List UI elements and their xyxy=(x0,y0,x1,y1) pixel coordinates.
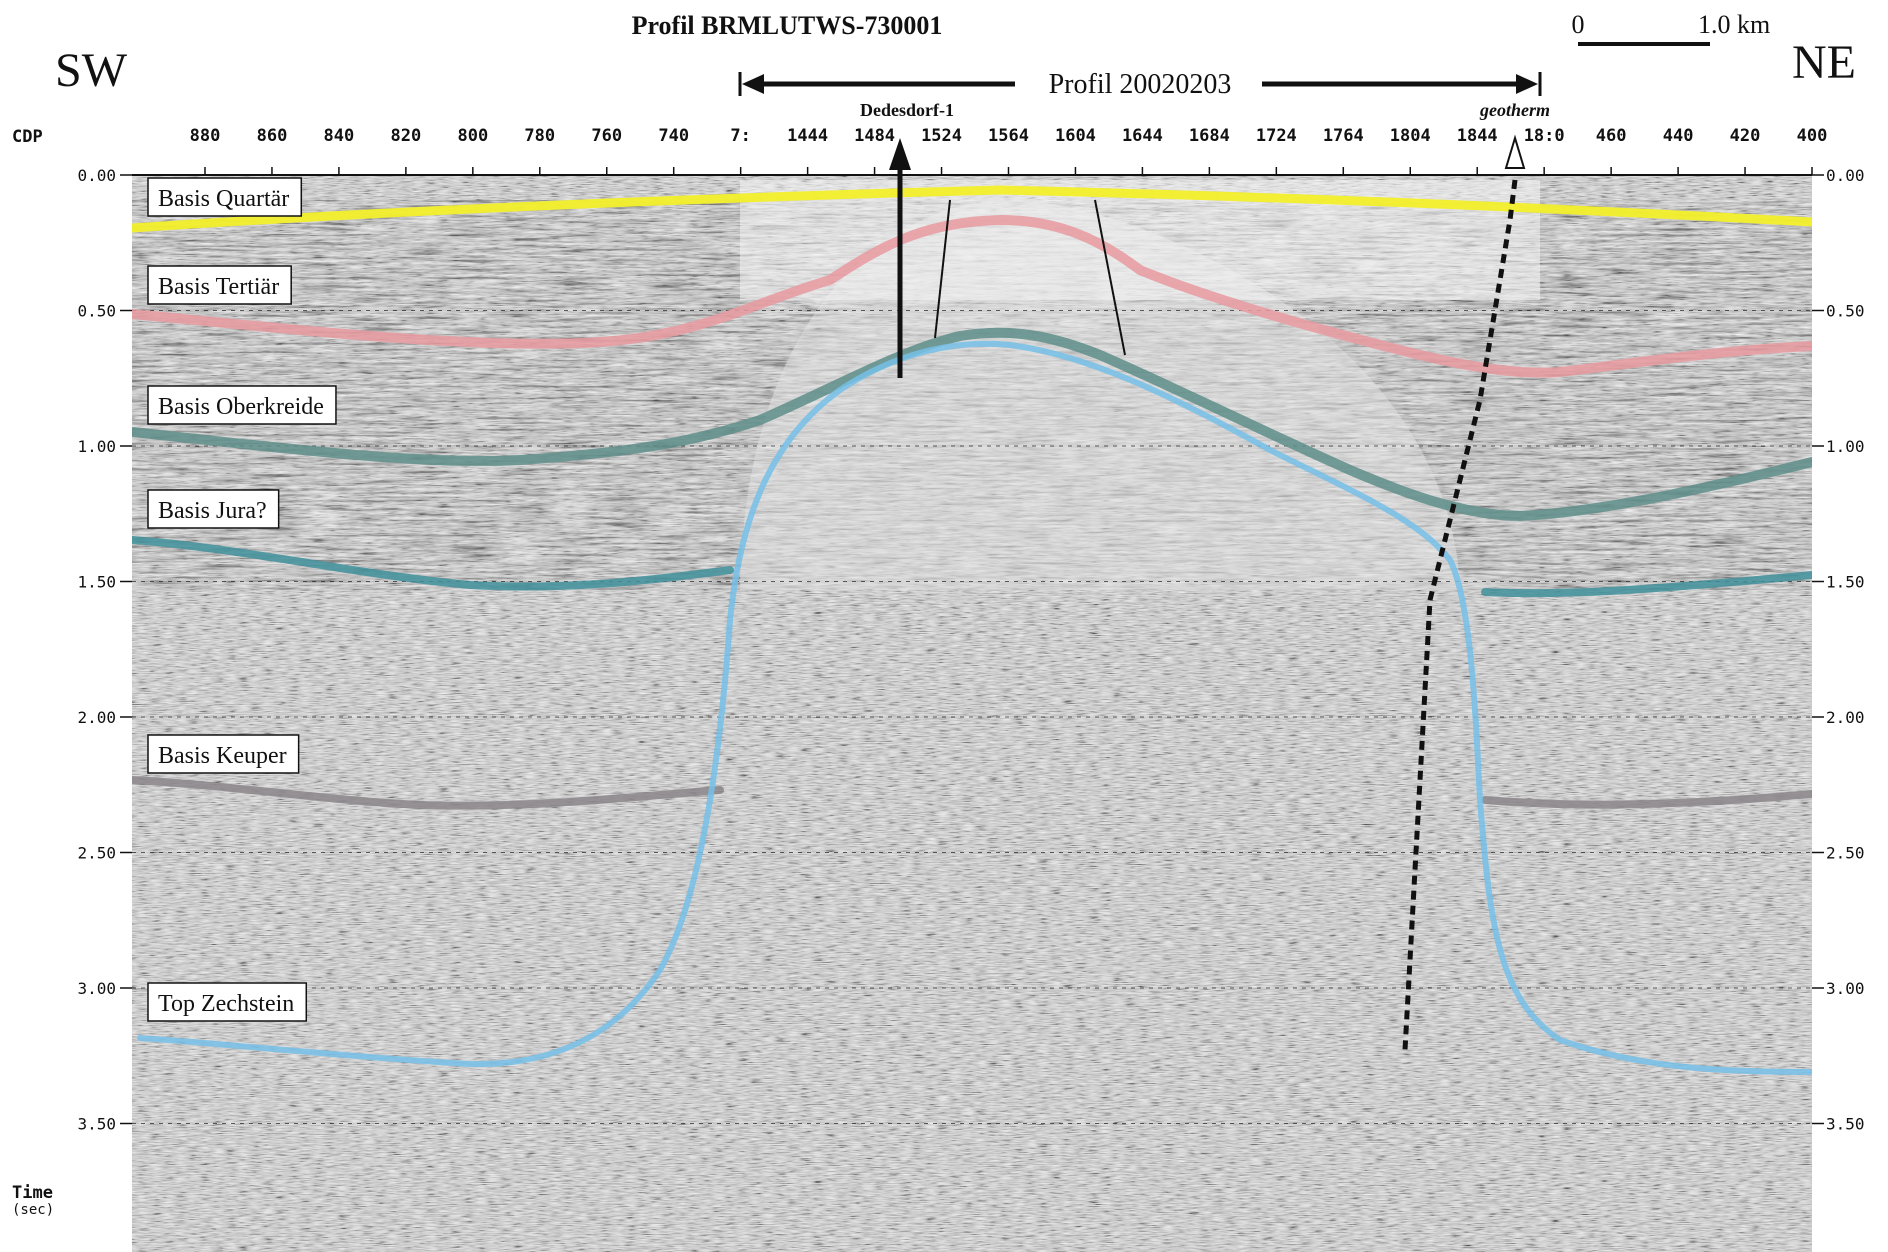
time-tick-label-right: 0.00 xyxy=(1826,166,1865,185)
cdp-tick-label: 1684 xyxy=(1189,126,1230,146)
well-dedesdorf-1 xyxy=(889,138,911,378)
horizon-label-text: Basis Quartär xyxy=(158,186,289,212)
time-tick-label-left: 0.00 xyxy=(77,166,116,185)
cdp-tick-label: 1844 xyxy=(1457,126,1498,146)
cdp-tick-label: 1724 xyxy=(1256,126,1297,146)
cdp-tick-label: 420 xyxy=(1730,126,1761,146)
cdp-tick-label: 760 xyxy=(591,126,622,146)
horizon-labels: Basis Quartär Basis Tertiär Basis Oberkrei… xyxy=(147,177,337,1022)
cdp-axis-ticks: 880 860 840 820 800 780 760 740 7: 1444 1484 1524 15… xyxy=(190,126,1828,175)
cdp-tick-label: 740 xyxy=(658,126,689,146)
well-label-dedesdorf-1: Dedesdorf-1 xyxy=(860,100,954,120)
scale-bar-zero-label: 0 xyxy=(1572,10,1585,39)
time-tick-label-left: 1.50 xyxy=(77,573,116,592)
horizon-label-box: Basis Quartär xyxy=(147,177,303,217)
cdp-tick-label: 1804 xyxy=(1390,126,1431,146)
horizon-basis-jura-line-ne xyxy=(1481,571,1812,598)
scale-bar-end-label: 1.0 km xyxy=(1698,10,1770,39)
inset-profile-bracket xyxy=(738,72,1542,96)
cdp-tick-label: 860 xyxy=(257,126,288,146)
cdp-tick-label: 840 xyxy=(324,126,355,146)
cdp-tick-label: 880 xyxy=(190,126,221,146)
cdp-tick-label: 460 xyxy=(1596,126,1627,146)
horizon-basis-tertiaer-line xyxy=(132,214,1812,378)
time-tick-label-right: 1.00 xyxy=(1826,437,1865,456)
time-tick-label-right: 2.00 xyxy=(1826,708,1865,727)
cdp-tick-label: 1764 xyxy=(1323,126,1364,146)
time-tick-label-left: 3.00 xyxy=(77,979,116,998)
time-tick-label-left: 1.00 xyxy=(77,437,116,456)
horizon-basis-jura-line xyxy=(132,536,734,591)
time-tick-label-right: 1.50 xyxy=(1826,573,1865,592)
time-tick-label-left: 0.50 xyxy=(77,302,116,321)
horizon-label-text: Top Zechstein xyxy=(158,991,294,1017)
horizons xyxy=(132,185,1812,1075)
cdp-tick-label: 400 xyxy=(1797,126,1828,146)
bracket-arrow-left-icon xyxy=(742,74,764,94)
horizon-label-box: Basis Tertiär xyxy=(147,265,292,305)
cdp-tick-label: 780 xyxy=(524,126,555,146)
cdp-tick-label: 820 xyxy=(391,126,422,146)
cdp-axis-label: CDP xyxy=(12,127,43,147)
scale-bar: 0 1.0 km xyxy=(1572,10,1770,46)
time-axis-label: Time xyxy=(12,1183,53,1203)
time-tick-label-right: 3.00 xyxy=(1826,979,1865,998)
inset-profile-label: Profil 20020203 xyxy=(1049,69,1232,100)
time-axis-right: 0.00 0.50 1.00 1.50 2.00 2.50 3.00 3.50 xyxy=(1812,166,1865,1134)
horizon-top-zechstein-line xyxy=(137,340,1812,1075)
direction-right-label: NE xyxy=(1792,36,1856,89)
time-tick-label-left: 3.50 xyxy=(77,1115,116,1134)
well-arrow-up-outline-icon xyxy=(1504,134,1526,169)
horizon-label-text: Basis Tertiär xyxy=(158,274,279,300)
horizon-label-box: Basis Oberkreide xyxy=(147,385,337,425)
cdp-tick-label: 440 xyxy=(1663,126,1694,146)
bracket-arrow-right-icon xyxy=(1516,74,1538,94)
well-label-geotherm: geotherm xyxy=(1479,100,1550,120)
cdp-tick-label: 800 xyxy=(457,126,488,146)
horizon-label-text: Basis Oberkreide xyxy=(158,394,324,420)
fault-line-2 xyxy=(1094,199,1126,356)
horizon-label-box: Top Zechstein xyxy=(147,982,308,1022)
cdp-tick-label: 7: xyxy=(730,126,750,146)
cdp-tick-label: 1604 xyxy=(1055,126,1096,146)
direction-left-label: SW xyxy=(55,44,128,97)
cdp-tick-label: 1444 xyxy=(787,126,828,146)
time-axis-unit: (sec) xyxy=(12,1202,54,1218)
horizon-basis-keuper-line xyxy=(132,776,724,810)
time-tick-label-left: 2.50 xyxy=(77,844,116,863)
cdp-tick-label: 1524 xyxy=(921,126,962,146)
time-tick-label-right: 0.50 xyxy=(1826,302,1865,321)
well-geotherm xyxy=(1402,134,1526,1051)
horizon-basis-keuper-line-ne xyxy=(1481,790,1812,809)
time-tick-label-right: 2.50 xyxy=(1826,844,1865,863)
cdp-tick-label: 1564 xyxy=(988,126,1029,146)
horizon-label-box: Basis Jura? xyxy=(147,489,280,529)
horizon-basis-oberkreide-line xyxy=(132,327,1812,522)
cdp-tick-label: 1644 xyxy=(1122,126,1163,146)
well-arrow-up-icon xyxy=(889,138,911,170)
cdp-tick-label: 18:0 xyxy=(1524,126,1565,146)
horizon-label-text: Basis Jura? xyxy=(158,498,267,524)
fault-line-1 xyxy=(934,199,951,339)
figure-title: Profil BRMLUTWS-730001 xyxy=(632,11,943,40)
horizon-label-text: Basis Keuper xyxy=(158,743,287,769)
seismic-section xyxy=(132,175,1812,1252)
horizon-basis-quartaer-line xyxy=(132,185,1812,233)
cdp-tick-label: 1484 xyxy=(854,126,895,146)
time-tick-label-right: 3.50 xyxy=(1826,1115,1865,1134)
time-tick-label-left: 2.00 xyxy=(77,708,116,727)
axes: 880 860 840 820 800 780 760 740 7: 1444 1484 1524 15… xyxy=(77,126,1864,1134)
horizon-label-box: Basis Keuper xyxy=(147,734,300,774)
time-axis-left: 0.00 0.50 1.00 1.50 2.00 2.50 3.00 3.50 xyxy=(77,166,132,1134)
faults xyxy=(934,199,1126,356)
